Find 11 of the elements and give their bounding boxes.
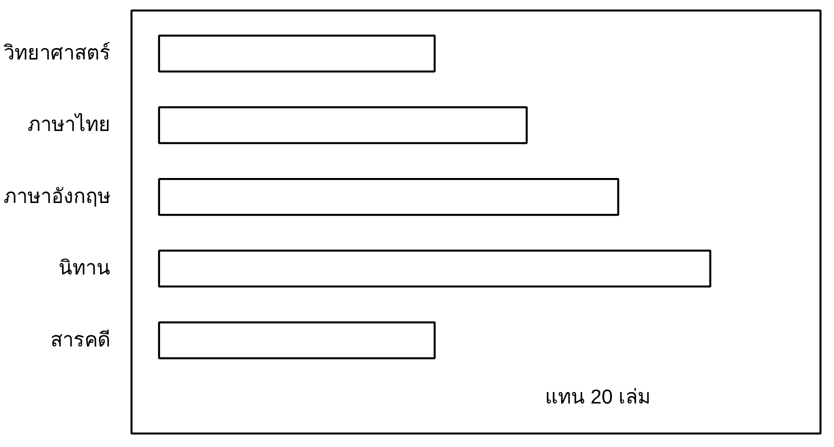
y-tick-label: นิทาน (58, 258, 110, 280)
bar (158, 178, 620, 216)
y-tick-label: ภาษาไทย (28, 113, 110, 136)
y-tick-label: สารคดี (50, 329, 110, 352)
bar (158, 321, 436, 360)
y-tick-label: วิทยาศาสตร์ (4, 42, 110, 65)
text: แทน 20 เล่ม (544, 386, 650, 408)
bar (158, 34, 436, 72)
bar (158, 106, 528, 144)
y-tick-label: ภาษาอังกฤษ (4, 186, 110, 208)
bar (158, 250, 712, 288)
